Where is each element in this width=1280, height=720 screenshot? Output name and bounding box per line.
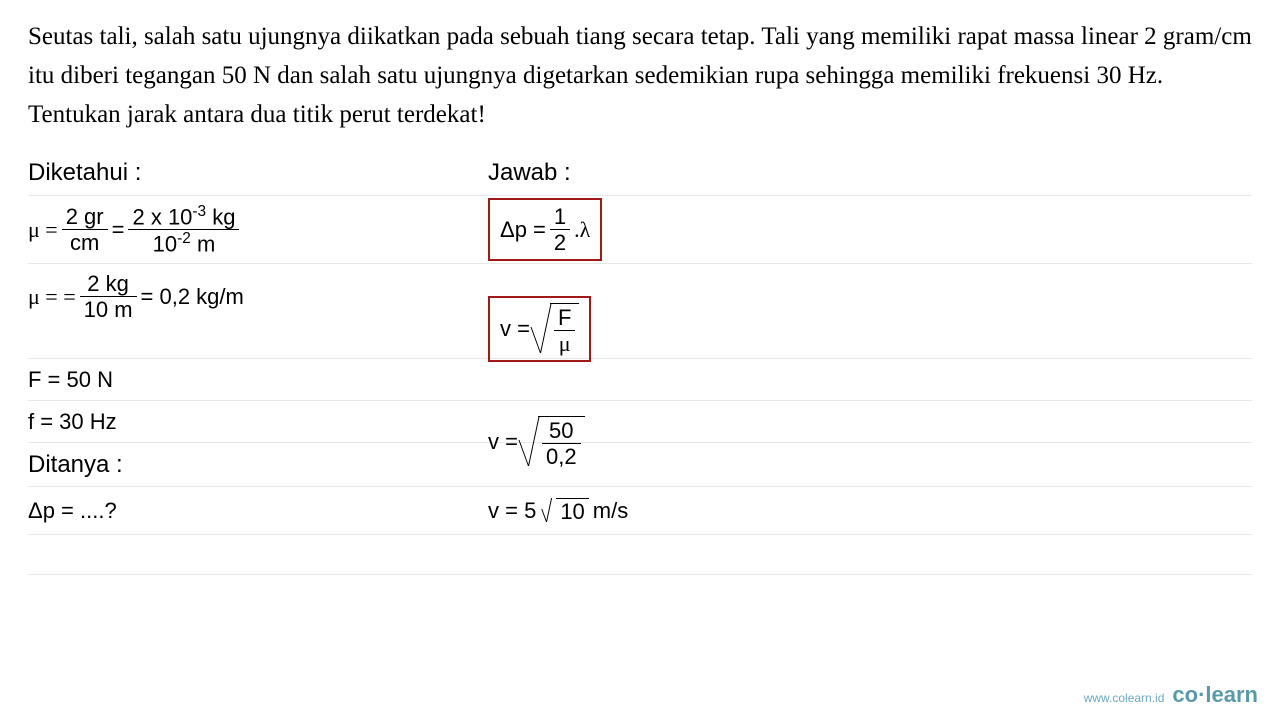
mu-frac1-den: cm (62, 230, 108, 254)
step4-lhs: v = 5 (488, 498, 536, 524)
row-headers: Diketahui : Jawab : (28, 150, 1252, 196)
mu2-result: = 0,2 kg/m (141, 284, 244, 310)
f-value: f = 30 Hz (28, 409, 488, 435)
v-result: v = 5 10 m/s (488, 498, 1252, 524)
box2-sqrt: F μ (534, 303, 579, 355)
mu2-frac: 2 kg 10 m (80, 272, 137, 321)
formula-box-v: v = F μ (488, 296, 591, 362)
fb: learn (1205, 682, 1258, 707)
row-mu2-box2: μ = = 2 kg 10 m = 0,2 kg/m v = F (28, 264, 1252, 359)
m2ne: -3 (192, 203, 206, 220)
m2na: 2 x 10 (132, 204, 192, 229)
box1-lhs: Δp = (500, 217, 546, 243)
mu2-label: μ = = (28, 284, 76, 310)
mu-frac-2: 2 x 10-3 kg 10-2 m (128, 204, 239, 256)
mu-frac-1: 2 gr cm (62, 205, 108, 254)
box1-cell: Δp = 1 2 .λ (488, 198, 1252, 261)
m2db: m (191, 232, 215, 257)
step4-sqrt: 10 (540, 498, 588, 524)
row-ask-vresult: Δp = ....? v = 5 10 m/s (28, 487, 1252, 535)
mu-frac2-den: 10-2 m (128, 230, 239, 255)
row-ditanya: Ditanya : (28, 443, 1252, 487)
mu-eq-sign: = (112, 217, 125, 243)
row-empty (28, 535, 1252, 575)
mu-label: μ = (28, 217, 58, 243)
mu-equation-1: μ = 2 gr cm = 2 x 10-3 kg 10-2 m (28, 204, 488, 256)
jawab-label: Jawab : (488, 159, 1252, 187)
b2d: μ (554, 331, 575, 355)
footer-logo: co·learn (1172, 682, 1258, 708)
mu-frac1-num: 2 gr (62, 205, 108, 230)
m2de: -2 (177, 230, 191, 247)
row-f-and-vcalc: f = 30 Hz v = 50 0,2 (28, 401, 1252, 443)
m2da: 10 (153, 232, 177, 257)
footer-url: www.colearn.id (1084, 691, 1165, 705)
question-text: Seutas tali, salah satu ujungnya diikatk… (0, 0, 1280, 142)
box1-frac: 1 2 (550, 205, 570, 254)
worksheet-area: Diketahui : Jawab : μ = 2 gr cm = 2 x 10… (0, 150, 1280, 575)
row-mu-and-box1: μ = 2 gr cm = 2 x 10-3 kg 10-2 m (28, 196, 1252, 264)
diketahui-label: Diketahui : (28, 159, 488, 187)
F-value: F = 50 N (28, 367, 488, 393)
formula-box-dp: Δp = 1 2 .λ (488, 198, 602, 261)
m2nb: kg (206, 204, 235, 229)
box1-rhs: .λ (574, 217, 590, 243)
step4-unit: m/s (593, 498, 628, 524)
row-F: F = 50 N (28, 359, 1252, 401)
m2d: 10 m (80, 297, 137, 321)
footer-brand: www.colearn.id co·learn (1084, 682, 1258, 708)
m2n: 2 kg (80, 272, 137, 297)
b1d: 2 (550, 230, 570, 254)
box2-cell: v = F μ (488, 264, 1252, 362)
mu-equation-2: μ = = 2 kg 10 m = 0,2 kg/m (28, 264, 488, 321)
b1n: 1 (550, 205, 570, 230)
ditanya-label: Ditanya : (28, 451, 488, 479)
mu-frac2-num: 2 x 10-3 kg (128, 204, 239, 230)
fa: co (1172, 682, 1198, 707)
ask-value: Δp = ....? (28, 498, 488, 524)
